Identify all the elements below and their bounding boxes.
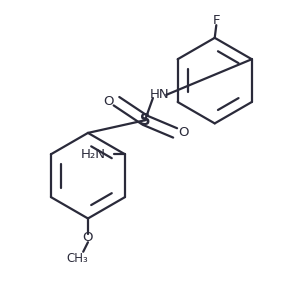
Text: S: S bbox=[140, 113, 150, 128]
Text: CH₃: CH₃ bbox=[66, 252, 88, 265]
Text: O: O bbox=[103, 95, 114, 108]
Text: HN: HN bbox=[149, 88, 169, 101]
Text: O: O bbox=[83, 231, 93, 244]
Text: O: O bbox=[178, 126, 188, 139]
Text: H₂N: H₂N bbox=[81, 148, 106, 161]
Text: F: F bbox=[213, 14, 220, 27]
